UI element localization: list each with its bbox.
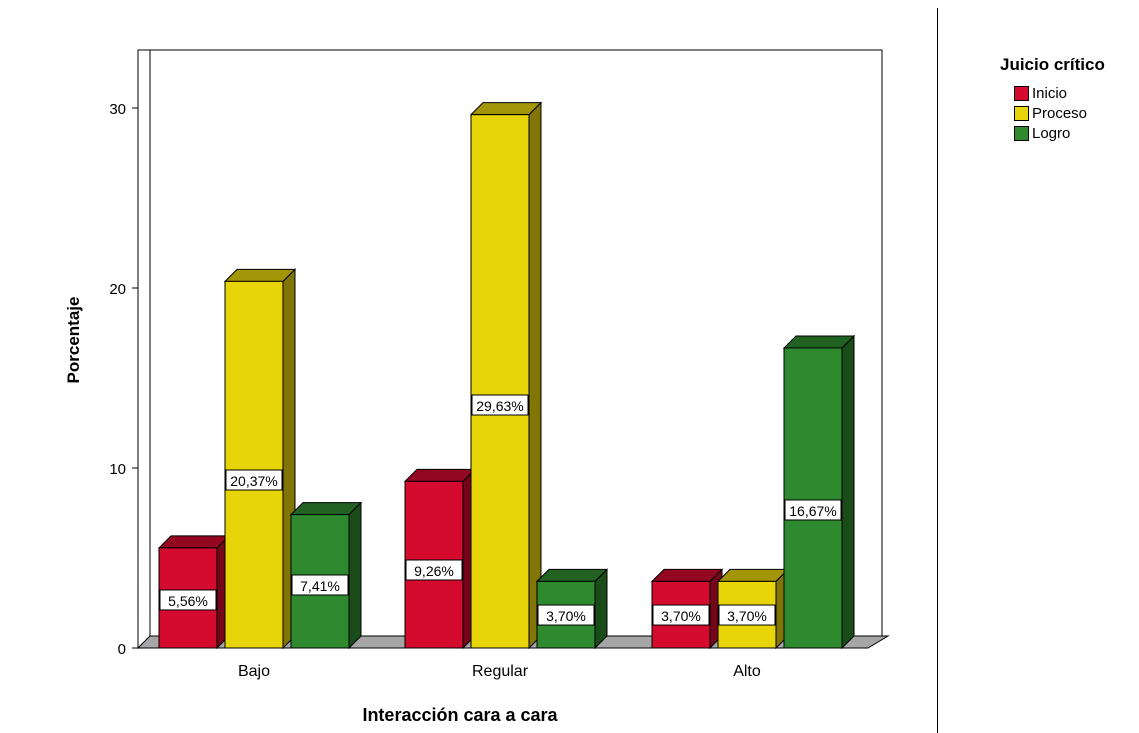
bar-top	[782, 335, 856, 349]
data-label: 9,26%	[414, 563, 454, 579]
legend-swatch-logro	[1014, 125, 1029, 141]
data-label: 7,41%	[300, 578, 340, 594]
legend-item-inicio: Inicio	[1014, 83, 1105, 103]
left-wall	[137, 49, 151, 650]
x-tick-label: Bajo	[238, 663, 270, 680]
data-label-box	[718, 604, 776, 626]
y-tick-label: 10	[109, 461, 126, 478]
bar-top	[403, 468, 477, 482]
bar-top	[650, 568, 724, 582]
data-label-box	[652, 604, 710, 626]
y-axis-title: Porcentaje	[64, 296, 83, 384]
x-axis-title: Interacción cara a cara	[362, 705, 558, 725]
bar-logro-alto	[783, 347, 843, 649]
legend: Juicio crítico Inicio Proceso Logro	[1000, 55, 1105, 143]
data-label-box	[784, 499, 842, 521]
legend-label-inicio: Inicio	[1032, 84, 1068, 102]
data-label: 5,56%	[168, 593, 208, 609]
legend-swatch-proceso	[1014, 105, 1029, 121]
bar-top	[289, 502, 363, 516]
bar-top	[469, 102, 543, 116]
bar-side	[841, 334, 855, 650]
legend-label-logro: Logro	[1032, 124, 1071, 142]
legend-label-proceso: Proceso	[1032, 104, 1088, 122]
data-label-box	[405, 559, 463, 581]
data-label: 3,70%	[661, 608, 701, 624]
y-tick-label: 30	[109, 101, 126, 118]
bar-side	[348, 501, 362, 650]
bar-side	[528, 101, 542, 650]
legend-swatch-inicio	[1014, 85, 1029, 101]
x-tick-label: Regular	[472, 663, 529, 680]
legend-item-proceso: Proceso	[1014, 103, 1105, 123]
legend-item-logro: Logro	[1014, 123, 1105, 143]
data-label: 16,67%	[789, 503, 836, 519]
legend-divider	[937, 8, 938, 733]
bar-top	[223, 268, 297, 282]
data-label: 3,70%	[727, 608, 767, 624]
bar-top	[535, 568, 609, 582]
data-label: 20,37%	[230, 473, 277, 489]
y-tick-label: 0	[118, 641, 126, 658]
data-label-box	[537, 604, 595, 626]
bar-proceso-regular	[470, 114, 530, 649]
legend-title: Juicio crítico	[1000, 55, 1105, 74]
data-label-box	[471, 394, 529, 416]
bar-top	[716, 568, 790, 582]
data-label: 3,70%	[546, 608, 586, 624]
bar-side	[594, 568, 608, 650]
bar-top	[157, 535, 231, 549]
y-tick-label: 20	[109, 281, 126, 298]
x-tick-label: Alto	[733, 663, 761, 680]
bar-proceso-bajo	[224, 280, 284, 649]
data-label-box	[291, 574, 349, 596]
data-label: 29,63%	[476, 398, 523, 414]
data-label-box	[225, 469, 283, 491]
data-label-box	[159, 589, 217, 611]
